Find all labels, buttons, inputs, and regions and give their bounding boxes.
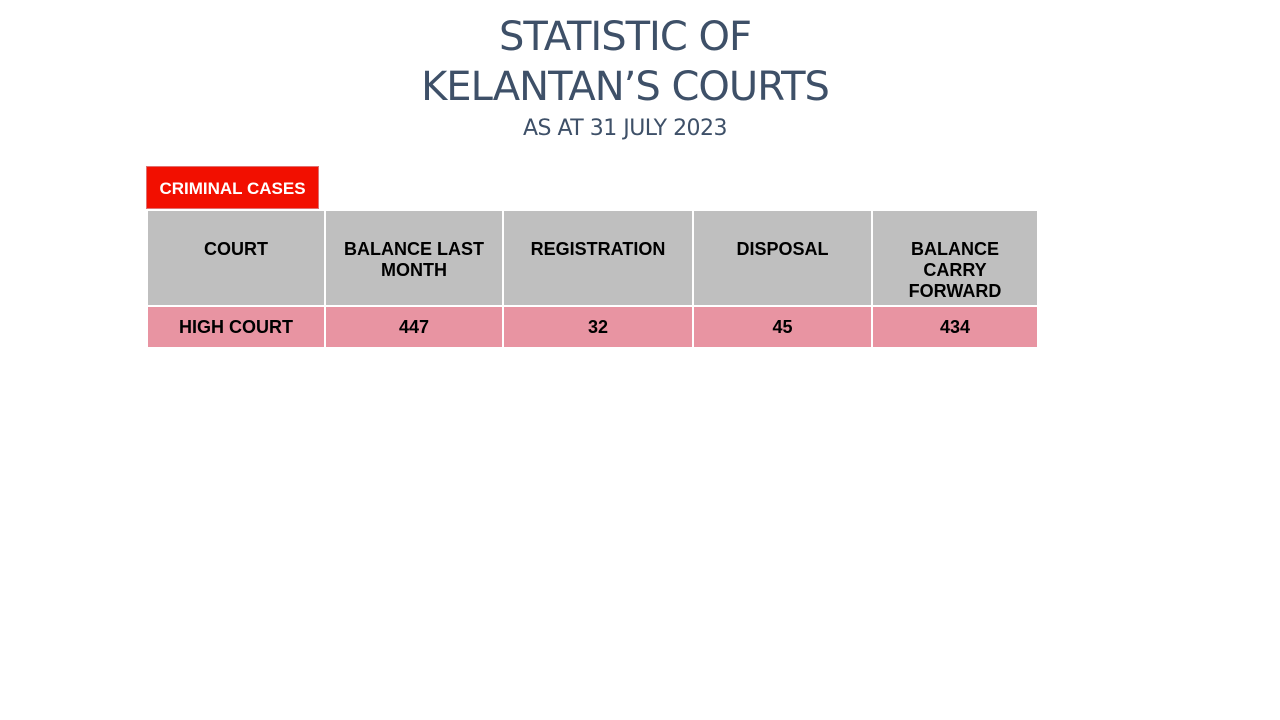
table-cell: HIGH COURT <box>146 305 326 349</box>
column-header: BALANCE CARRY FORWARD <box>871 209 1039 307</box>
subtitle: AS AT 31 JULY 2023 <box>522 116 728 141</box>
table: COURT BALANCE LAST MONTH REGISTRATION DISPO… <box>146 209 1039 349</box>
column-header: BALANCE LAST MONTH <box>324 209 504 307</box>
table-cell: 447 <box>324 305 504 349</box>
table-row: HIGH COURT 447 32 45 434 <box>146 305 1039 349</box>
column-header: REGISTRATION <box>502 209 694 307</box>
column-header: DISPOSAL <box>692 209 873 307</box>
title: STATISTIC OF <box>499 14 752 60</box>
table-cell: 45 <box>692 305 873 349</box>
table-cell: 32 <box>502 305 694 349</box>
title: KELANTAN’S COURTS <box>421 64 830 110</box>
column-header: COURT <box>146 209 326 307</box>
section-label: CRIMINAL CASES <box>146 166 319 209</box>
table-cell: 434 <box>871 305 1039 349</box>
